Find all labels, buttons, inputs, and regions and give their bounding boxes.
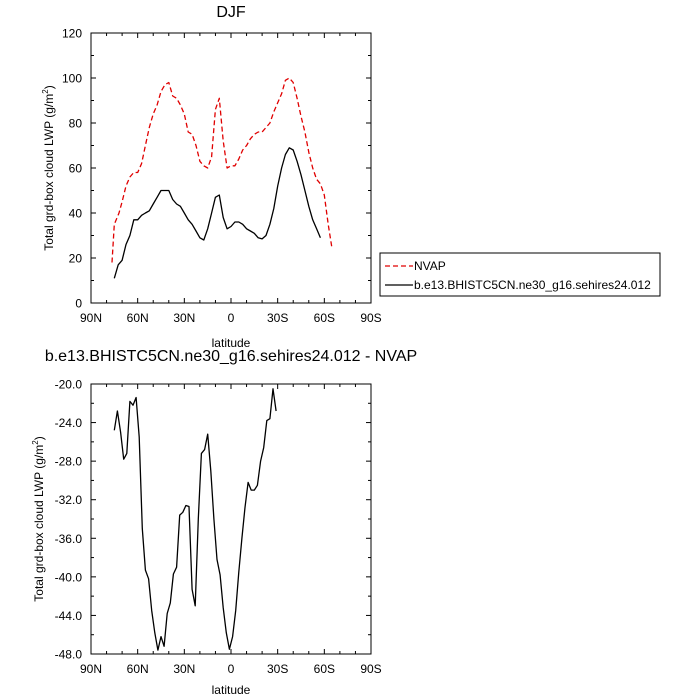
bottom-xtick-label: 90S (360, 662, 381, 676)
top-ytick-label: 120 (62, 27, 82, 41)
bottom-xtick-label: 30N (173, 662, 195, 676)
top-chart-title: DJF (216, 4, 246, 21)
top-y-tick-labels: 0 20 40 60 80 100 120 (62, 27, 82, 311)
bottom-y-axis-label-main: Total grd-box cloud LWP (g/m (32, 445, 46, 602)
top-ytick-label: 0 (75, 297, 82, 311)
bottom-ytick-label: -36.0 (55, 532, 83, 546)
bottom-xtick-label: 0 (228, 662, 235, 676)
legend-label-model: b.e13.BHISTC5CN.ne30_g16.sehires24.012 (414, 278, 651, 292)
top-xtick-label: 90S (360, 311, 381, 325)
top-series-line-1 (113, 147, 321, 279)
top-xtick-label: 30N (173, 311, 195, 325)
top-xtick-label: 60S (314, 311, 335, 325)
top-xtick-label: 90N (80, 311, 102, 325)
bottom-plot-area (113, 388, 277, 651)
top-xtick-label: 30S (267, 311, 288, 325)
bottom-xtick-label: 60S (314, 662, 335, 676)
top-x-axis-label: latitude (212, 336, 251, 350)
top-y-axis-label: Total grd-box cloud LWP (g/m2) (41, 85, 56, 250)
top-ytick-label: 100 (62, 72, 82, 86)
top-ytick-label: 20 (69, 252, 83, 266)
bottom-ytick-label: -20.0 (55, 378, 83, 392)
top-xtick-label: 0 (228, 311, 235, 325)
bottom-y-axis-label-superscript: 2 (31, 440, 40, 445)
bottom-x-tick-labels: 90N 60N 30N 0 30S 60S 90S (80, 662, 382, 676)
top-ytick-label: 60 (69, 162, 83, 176)
bottom-panel: b.e13.BHISTC5CN.ne30_g16.sehires24.012 -… (31, 348, 417, 697)
bottom-ytick-label: -44.0 (55, 609, 83, 623)
top-plot-frame (90, 32, 372, 304)
bottom-ytick-label: -32.0 (55, 493, 83, 507)
top-tick-marks (90, 32, 372, 304)
bottom-xtick-label: 90N (80, 662, 102, 676)
top-y-axis-label-superscript: 2 (41, 89, 50, 94)
bottom-xtick-label: 60N (127, 662, 149, 676)
top-ytick-label: 40 (69, 207, 83, 221)
legend-label-nvap: NVAP (414, 259, 446, 273)
top-plot-area (111, 77, 333, 279)
legend: NVAP b.e13.BHISTC5CN.ne30_g16.sehires24.… (379, 252, 661, 297)
bottom-ytick-label: -24.0 (55, 416, 83, 430)
bottom-xtick-label: 30S (267, 662, 288, 676)
bottom-y-axis-label-close: ) (32, 436, 46, 440)
top-y-axis-label-close: ) (42, 85, 56, 89)
bottom-ytick-label: -40.0 (55, 570, 83, 584)
top-xtick-label: 60N (127, 311, 149, 325)
bottom-y-tick-labels: -48.0 -44.0 -40.0 -36.0 -32.0 -28.0 -24.0 -20.0 (55, 378, 83, 662)
bottom-ytick-label: -28.0 (55, 455, 83, 469)
legend-box (379, 252, 661, 297)
bottom-tick-marks (90, 383, 372, 655)
bottom-chart-title: b.e13.BHISTC5CN.ne30_g16.sehires24.012 -… (45, 348, 417, 365)
bottom-y-axis-label: Total grd-box cloud LWP (g/m2) (31, 436, 46, 601)
bottom-plot-frame (90, 383, 372, 655)
top-series-line-0 (111, 77, 333, 263)
top-y-axis-label-main: Total grd-box cloud LWP (g/m (42, 94, 56, 251)
top-ytick-label: 80 (69, 117, 83, 131)
bottom-ytick-label: -48.0 (55, 648, 83, 662)
bottom-series-line-0 (113, 388, 277, 651)
bottom-x-axis-label: latitude (212, 683, 251, 697)
top-x-tick-labels: 90N 60N 30N 0 30S 60S 90S (80, 311, 382, 325)
